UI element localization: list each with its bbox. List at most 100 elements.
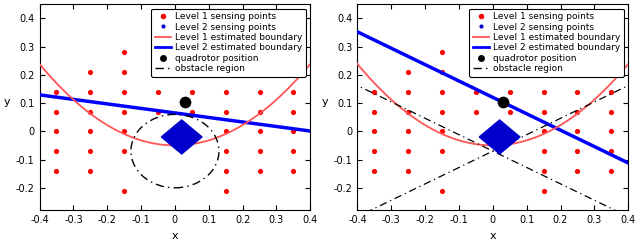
Point (221, 70, 231, 74)
Point (85, 129, 95, 133)
Point (119, 189, 129, 193)
Point (187, 30, 197, 34)
Point (606, 169, 616, 173)
Point (437, 189, 447, 193)
Point (51, 90, 61, 94)
Point (119, 50, 129, 54)
Point (180, 100, 190, 104)
Point (538, 169, 548, 173)
Point (369, 129, 380, 133)
Point (606, 90, 616, 94)
Point (221, 110, 231, 113)
Point (85, 70, 95, 74)
Point (288, 169, 298, 173)
Point (288, 149, 298, 153)
Legend: Level 1 sensing points, Level 2 sensing points, Level 1 estimated boundary, Leve: Level 1 sensing points, Level 2 sensing … (469, 9, 624, 77)
Point (51, 110, 61, 113)
Point (221, 169, 231, 173)
Point (369, 169, 380, 173)
Point (572, 169, 582, 173)
Point (403, 169, 413, 173)
Point (153, 50, 163, 54)
Point (221, 189, 231, 193)
Point (119, 110, 129, 113)
X-axis label: x: x (172, 231, 178, 241)
Point (471, 50, 481, 54)
Point (572, 149, 582, 153)
Point (119, 90, 129, 94)
Point (403, 110, 413, 113)
Point (187, 110, 197, 113)
Point (538, 129, 548, 133)
Point (471, 30, 481, 34)
Point (153, 110, 163, 113)
Point (369, 90, 380, 94)
Point (403, 149, 413, 153)
X-axis label: x: x (490, 231, 496, 241)
Point (369, 110, 380, 113)
Point (437, 90, 447, 94)
Point (85, 169, 95, 173)
Point (538, 149, 548, 153)
Point (288, 110, 298, 113)
Point (572, 110, 582, 113)
Point (288, 129, 298, 133)
Point (606, 129, 616, 133)
Point (538, 70, 548, 74)
Y-axis label: y: y (322, 97, 329, 107)
Point (538, 90, 548, 94)
Point (255, 90, 265, 94)
Point (255, 169, 265, 173)
Point (369, 149, 380, 153)
Point (187, 70, 197, 74)
Point (187, 50, 197, 54)
Point (437, 110, 447, 113)
Point (538, 50, 548, 54)
Point (606, 110, 616, 113)
Point (255, 70, 265, 74)
Point (85, 110, 95, 113)
Point (437, 50, 447, 54)
Point (606, 149, 616, 153)
Point (255, 129, 265, 133)
Point (85, 90, 95, 94)
Legend: Level 1 sensing points, Level 2 sensing points, Level 1 estimated boundary, Leve: Level 1 sensing points, Level 2 sensing … (151, 9, 306, 77)
Point (403, 90, 413, 94)
Point (288, 90, 298, 94)
Point (437, 129, 447, 133)
Point (255, 110, 265, 113)
Point (403, 70, 413, 74)
Point (538, 189, 548, 193)
Point (437, 70, 447, 74)
Point (504, 90, 515, 94)
Point (572, 90, 582, 94)
Point (471, 110, 481, 113)
Y-axis label: y: y (4, 97, 11, 107)
Polygon shape (161, 120, 202, 154)
Point (119, 149, 129, 153)
Point (471, 70, 481, 74)
Point (85, 149, 95, 153)
Point (403, 129, 413, 133)
Point (504, 110, 515, 113)
Point (119, 129, 129, 133)
Point (51, 169, 61, 173)
Point (221, 50, 231, 54)
Point (437, 149, 447, 153)
Point (504, 30, 515, 34)
Point (255, 149, 265, 153)
Point (471, 90, 481, 94)
Point (153, 70, 163, 74)
Point (538, 110, 548, 113)
Point (119, 70, 129, 74)
Point (221, 149, 231, 153)
Point (51, 149, 61, 153)
Point (51, 129, 61, 133)
Point (572, 70, 582, 74)
Polygon shape (479, 120, 520, 154)
Point (153, 90, 163, 94)
Point (221, 90, 231, 94)
Point (572, 129, 582, 133)
Point (498, 100, 508, 104)
Point (153, 30, 163, 34)
